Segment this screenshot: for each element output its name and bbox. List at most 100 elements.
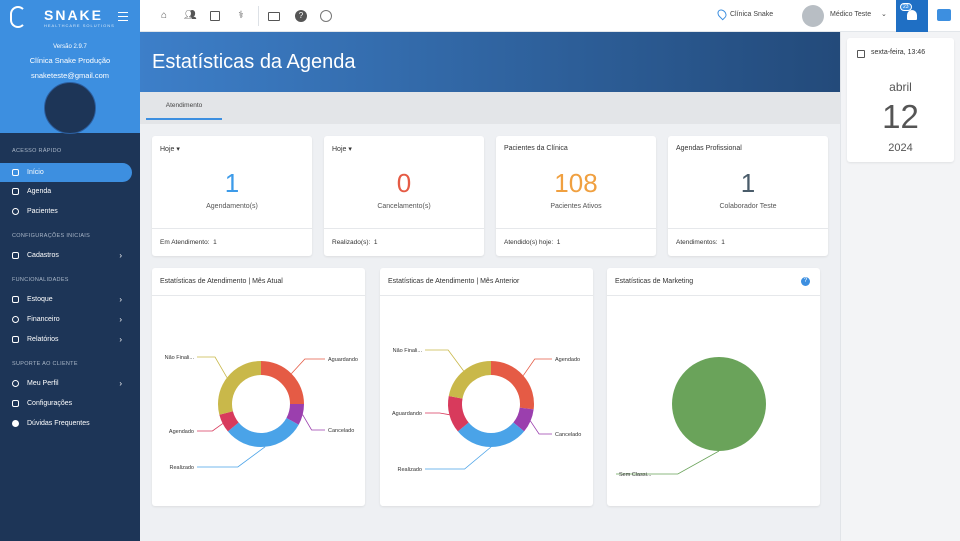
id-card-icon[interactable] [268,12,280,21]
sidebar-item-label: Pacientes [27,208,58,215]
calendar-icon[interactable] [210,11,220,21]
help-icon[interactable]: ? [295,10,307,22]
chevron-down-icon[interactable]: ⌄ [881,11,887,18]
notifications-button[interactable]: 23 [896,0,928,32]
donut-slice [457,422,525,447]
sidebar-item-meu-perfil[interactable]: Meu Perfil › [0,374,132,393]
stat-card-agendas: Agendas Profissional 1 Colaborador Teste… [668,136,828,256]
stat-label: Colaborador Teste [719,203,777,210]
sidebar-item-relatorios[interactable]: Relatórios › [0,330,132,349]
leader-line [616,450,720,475]
donut-chart-mes-atual: Aguardando Cancelado Realizado Agendado Não … [165,355,358,471]
leader-line [291,358,325,374]
bell-icon [907,10,917,20]
stat-footer: Atendido(s) hoje: 1 [496,228,656,256]
sidebar-item-label: Agenda [27,188,52,195]
stat-footer: Realizado(s): 1 [324,228,484,256]
section-suporte: SUPORTE AO CLIENTE [12,361,78,367]
leader-line [425,446,492,470]
chevron-right-icon: › [119,295,122,304]
sidebar-item-financeiro[interactable]: Financeiro › [0,310,132,329]
calendar-card-icon [12,188,19,195]
leader-line [530,420,552,435]
leader-line [425,349,464,372]
section-acesso-rapido: ACESSO RÁPIDO [12,148,62,154]
sidebar-item-inicio[interactable]: Início [0,163,132,182]
slice-label: Realizado [170,465,194,471]
chart-title: Estatísticas de Atendimento | Mês Anteri… [388,278,520,285]
section-configuracoes-iniciais: CONFIGURAÇÕES INICIAIS [12,233,91,239]
leader-line [197,423,223,432]
money-icon [12,316,19,323]
sidebar-item-configuracoes[interactable]: Configurações [0,394,132,413]
avatar[interactable] [802,5,824,27]
sidebar-item-agenda[interactable]: Agenda [0,182,132,201]
users-icon[interactable]: 👥︎ [184,10,197,21]
donut-slice [513,407,534,432]
sidebar-item-label: Início [27,169,44,176]
slice-label: Cancelado [328,428,354,434]
stat-value: 0 [396,168,412,198]
period-dropdown[interactable]: Hoje ▾ [160,146,180,153]
sidebar-item-cadastros[interactable]: Cadastros › [0,246,132,265]
stat-card-pacientes: Pacientes da Clínica 108 Pacientes Ativo… [496,136,656,256]
leader-line [425,412,450,416]
donut-slice [448,361,492,399]
chart-card-mes-atual: Estatísticas de Atendimento | Mês Atual … [152,268,365,506]
donut-slice [227,417,299,447]
stat-label: Cancelamento(s) [377,203,431,210]
globe-icon[interactable] [320,10,332,22]
sidebar-item-label: Dúvidas Frequentes [27,420,90,427]
avatar[interactable] [44,82,96,134]
stat-label: Agendamento(s) [206,203,258,210]
section-funcionalidades: FUNCIONALIDADES [12,277,69,283]
donut-slice [448,395,469,432]
date-month: abril [889,80,912,94]
brand-name: SNAKE [44,6,104,23]
chart-title: Estatísticas de Atendimento | Mês Atual [160,278,283,285]
leader-line [522,358,552,376]
slice-label: Agendado [555,357,580,363]
hamburger-menu-icon[interactable] [118,12,128,24]
donut-slice [260,361,304,405]
tabs-bar: Atendimento [140,92,840,124]
user-name[interactable]: Médico Teste [830,11,872,18]
page-title: Estatísticas da Agenda [152,51,356,73]
date-header: sexta-feira, 13:46 [871,49,926,56]
sidebar-item-estoque[interactable]: Estoque › [0,290,132,309]
sidebar-item-duvidas[interactable]: Dúvidas Frequentes [0,414,132,433]
home-icon[interactable]: ⌂ [160,10,168,21]
date-year: 2024 [888,142,913,154]
leader-line [197,356,228,378]
stat-header: Pacientes da Clínica [504,145,568,152]
help-icon[interactable]: ? [801,277,810,286]
stat-card-cancelamentos: Hoje ▾ 0 Cancelamento(s) Realizado(s): 1 [324,136,484,256]
period-dropdown[interactable]: Hoje ▾ [332,146,352,153]
stat-header: Agendas Profissional [676,145,742,152]
location-pin-icon [715,7,729,21]
right-panel: sexta-feira, 13:46 abril 12 2024 [840,32,960,541]
chat-icon[interactable] [937,9,951,21]
clinic-name: Clínica Snake Produção [29,56,111,65]
donut-slice [218,361,262,415]
slice-label: Agendado [169,429,194,435]
stat-value: 1 [740,168,756,198]
sidebar-item-pacientes[interactable]: Pacientes [0,202,132,221]
slice-label: Aguardando [392,411,422,417]
pie-slice [672,357,766,451]
donut-slice [286,403,304,425]
sidebar: SNAKE HEALTHCARE SOLUTIONS Versão 2.9.7 … [0,0,140,541]
slice-label: Não Finali... [165,355,195,361]
user-icon [12,380,19,387]
chevron-right-icon: › [119,335,122,344]
stethoscope-icon[interactable]: ⚕ [238,10,244,21]
location-selector[interactable]: Clínica Snake [730,11,774,18]
page-header: Estatísticas da Agenda [140,32,840,92]
stat-label: Pacientes Ativos [550,203,602,210]
brand-logo[interactable]: SNAKE HEALTHCARE SOLUTIONS [10,6,115,28]
chevron-right-icon: › [119,251,122,260]
donut-slice [219,410,239,432]
stat-card-agendamentos: Hoje ▾ 1 Agendamento(s) Em Atendimento: … [152,136,312,256]
slice-label: Cancelado [555,432,581,438]
tab-atendimento[interactable]: Atendimento [146,92,222,120]
